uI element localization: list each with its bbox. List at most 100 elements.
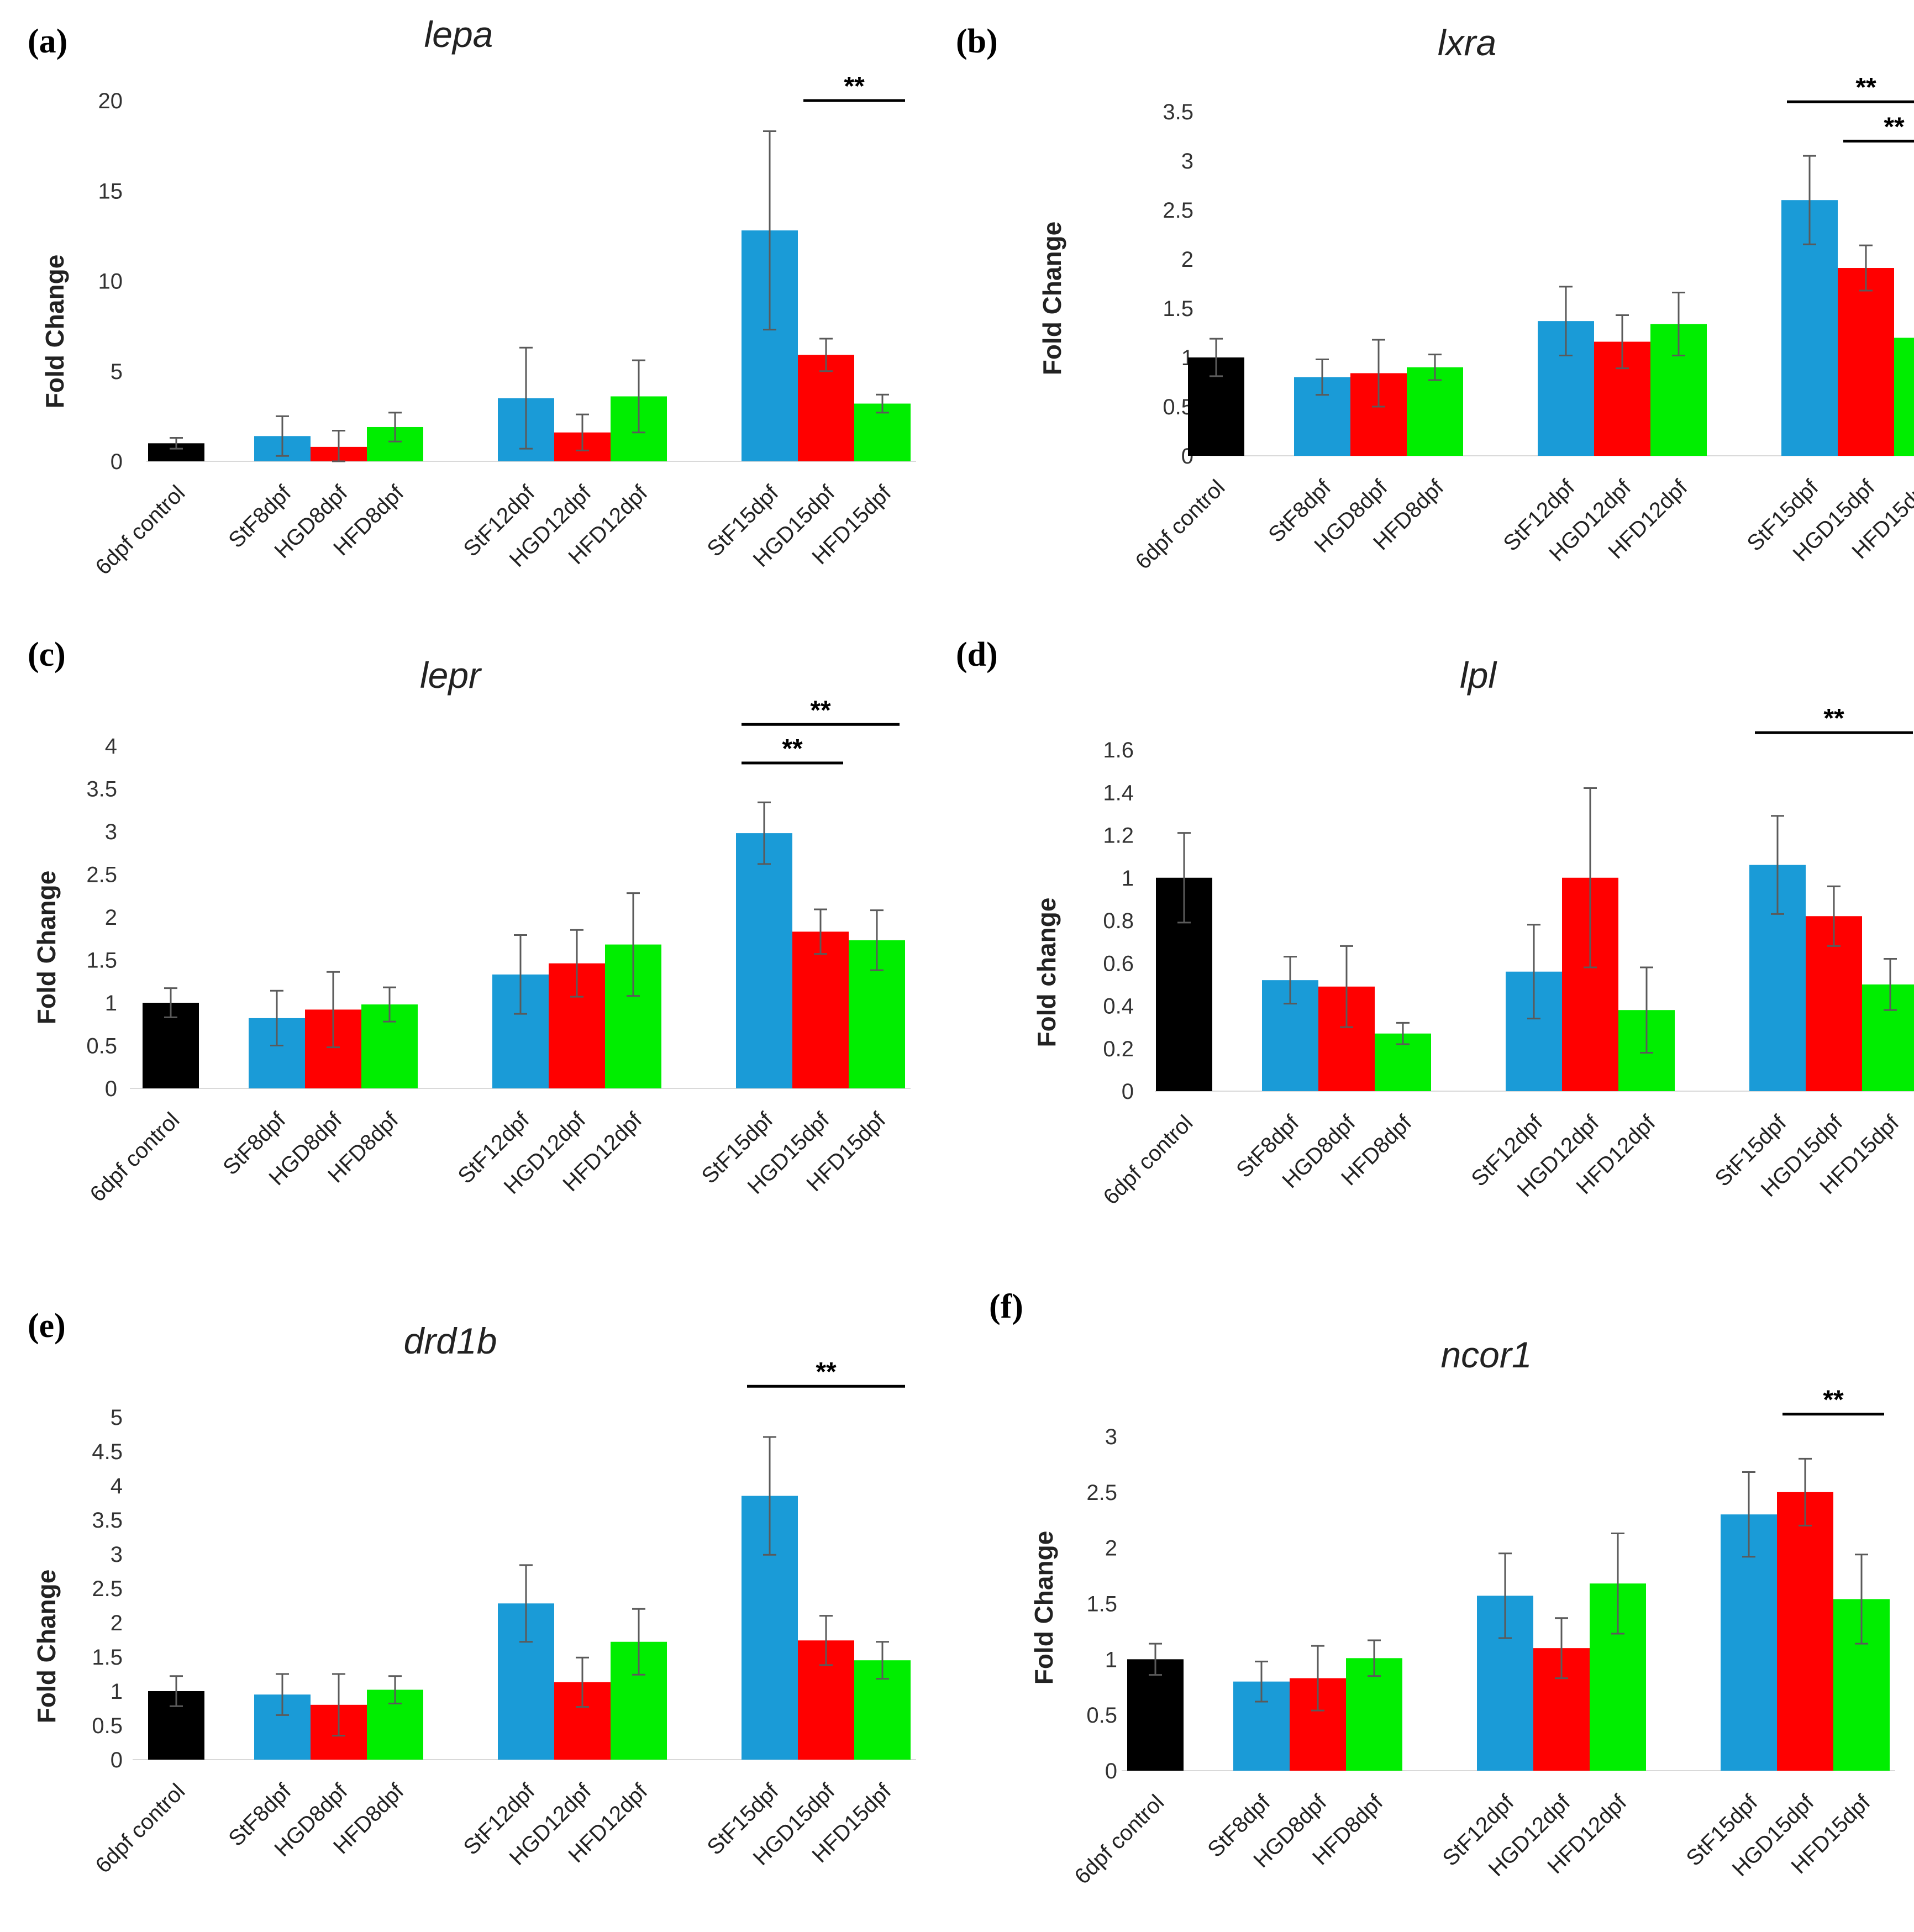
y-tick-label: 5 <box>111 1405 123 1430</box>
y-tick-label: 3 <box>1105 1425 1117 1449</box>
error-bar-HGD12dpf <box>1584 787 1597 968</box>
error-bar-StF8dpf <box>1255 1660 1268 1703</box>
error-bar-HGD8dpf <box>332 429 345 462</box>
significance-label: ** <box>782 734 803 764</box>
error-bar-HGD12dpf <box>1555 1617 1568 1680</box>
error-bar-HFD15dpf <box>1884 958 1897 1011</box>
error-bar-StF12dpf <box>1498 1552 1512 1639</box>
y-axis-title: Fold Change <box>1038 222 1066 376</box>
error-bar-HFD12dpf <box>1611 1532 1624 1635</box>
chart-title: lpl <box>1460 655 1497 696</box>
significance-label: ** <box>810 696 831 725</box>
error-bar-StF8dpf <box>1284 956 1297 1005</box>
error-bar-6dpf control <box>170 1675 183 1707</box>
error-bar-HGD15dpf <box>819 338 833 372</box>
error-bar-HGD8dpf <box>327 971 340 1049</box>
y-tick-label: 1 <box>1105 1647 1117 1672</box>
error-bar-HGD15dpf <box>819 1615 833 1666</box>
error-bar-StF15dpf <box>1803 155 1816 245</box>
error-bar-HFD15dpf <box>876 1641 889 1680</box>
error-bar-StF8dpf <box>276 415 289 457</box>
y-tick-label: 0.4 <box>1103 994 1134 1019</box>
y-tick-label: 2 <box>1105 1536 1117 1561</box>
y-tick-label: 0.2 <box>1103 1037 1134 1061</box>
y-tick-label: 15 <box>98 179 123 203</box>
y-tick-label: 2 <box>111 1611 123 1635</box>
error-bar-StF12dpf <box>1559 286 1573 356</box>
significance-label: ** <box>1823 704 1844 733</box>
y-tick-label: 1.5 <box>1163 297 1193 321</box>
panel-drd1b: (e) drd1b Fold Change 0 0.5 1 1.5 2 2.5 3 3.5 4 4.5 5… <box>28 1307 916 1878</box>
y-tick-label: 0.6 <box>1103 951 1134 976</box>
error-bar-HGD12dpf <box>576 1656 589 1708</box>
error-bar-StF8dpf <box>270 989 283 1046</box>
error-bar-6dpf control <box>164 987 177 1018</box>
error-bar-StF12dpf <box>519 1564 533 1643</box>
significance-marker: ** <box>1755 704 1913 734</box>
significance-marker: ** <box>742 734 843 765</box>
error-bar-StF15dpf <box>1771 815 1784 915</box>
x-tick-label: 6dpf control <box>1130 475 1229 574</box>
significance-label: ** <box>1823 1386 1844 1415</box>
error-bar-6dpf control <box>1210 338 1223 377</box>
x-tick-label: 6dpf control <box>91 1779 190 1878</box>
significance-marker: ** <box>1787 73 1914 103</box>
panel-letter: (d) <box>956 636 998 673</box>
error-bar-HFD12dpf <box>632 1608 645 1676</box>
error-bar-HGD12dpf <box>576 413 589 451</box>
error-bar-StF15dpf <box>1742 1471 1755 1558</box>
chart-title: ncor1 <box>1440 1334 1532 1375</box>
error-bar-StF8dpf <box>1316 359 1329 396</box>
y-tick-label: 20 <box>98 89 123 113</box>
error-bar-StF12dpf <box>1527 924 1540 1020</box>
bar-HFD8dpf <box>1407 367 1463 456</box>
error-bar-HFD12dpf <box>627 892 640 997</box>
error-bar-HGD12dpf <box>570 929 583 998</box>
error-bar-HFD15dpf <box>1855 1554 1868 1645</box>
chart-title: lepa <box>424 14 493 55</box>
panel-lepr: (c) lepr Fold Change 0 0.5 1 1.5 2 2.5 3 3.5 4 6dpf … <box>28 636 911 1207</box>
error-bar-6dpf control <box>170 437 183 450</box>
y-tick-label: 2.5 <box>86 863 117 887</box>
significance-label: ** <box>1855 73 1876 102</box>
error-bar-6dpf control <box>1149 1643 1162 1676</box>
error-bar-HGD8dpf <box>1340 945 1353 1028</box>
bar-HGD15dpf <box>798 355 854 461</box>
y-tick-label: 1 <box>111 1680 123 1704</box>
y-tick-label: 10 <box>98 270 123 294</box>
error-bar-HFD8dpf <box>383 986 396 1023</box>
bar-HFD15dpf <box>1862 984 1914 1091</box>
panel-letter: (b) <box>956 23 998 60</box>
y-tick-label: 0 <box>111 450 123 474</box>
panel-letter: (a) <box>28 23 67 60</box>
significance-marker: ** <box>747 1357 905 1388</box>
error-bar-StF15dpf <box>758 801 771 865</box>
error-bar-StF8dpf <box>276 1673 289 1716</box>
y-tick-label: 1 <box>1122 866 1134 891</box>
bar-HGD15dpf <box>792 931 849 1088</box>
error-bar-HGD15dpf <box>814 908 827 955</box>
bar-HFD8dpf <box>1346 1658 1402 1771</box>
y-axis-title: Fold Change <box>32 871 61 1025</box>
error-bar-HFD8dpf <box>1396 1022 1410 1045</box>
panel-ncor1: (f) ncor1 Fold Change 0 0.5 1 1.5 2 2.5 3 6dpf con… <box>989 1288 1895 1889</box>
error-bar-HFD15dpf <box>870 909 884 971</box>
error-bar-HFD12dpf <box>632 359 645 434</box>
error-bar-HGD15dpf <box>1799 1457 1812 1526</box>
y-tick-label: 1.5 <box>1086 1592 1117 1617</box>
error-bar-HFD12dpf <box>1640 966 1653 1054</box>
error-bar-HGD8dpf <box>1372 339 1385 408</box>
bar-HGD15dpf <box>1777 1492 1833 1771</box>
x-tick-label: 6dpf control <box>91 481 190 580</box>
bar-HFD15dpf <box>1894 338 1914 456</box>
x-tick-label: 6dpf control <box>1098 1110 1197 1209</box>
y-tick-label: 2.5 <box>92 1577 123 1601</box>
error-bar-StF15dpf <box>763 130 776 331</box>
error-bar-StF12dpf <box>514 934 527 1015</box>
bar-StF15dpf <box>736 833 792 1088</box>
error-bar-HFD15dpf <box>876 393 889 414</box>
y-tick-label: 2 <box>105 906 117 930</box>
